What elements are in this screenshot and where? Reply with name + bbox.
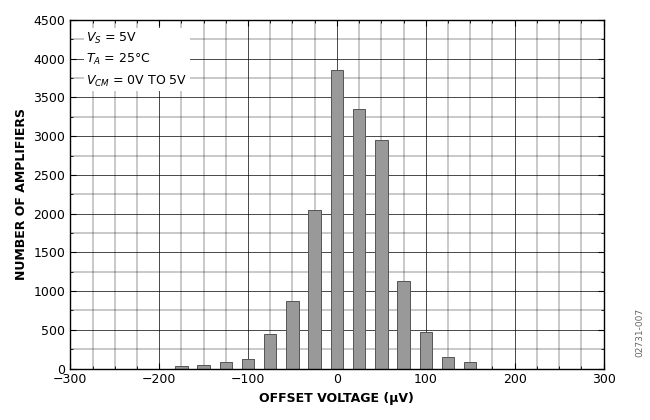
Bar xyxy=(331,71,343,369)
Bar xyxy=(242,359,254,369)
Text: 02731-007: 02731-007 xyxy=(636,308,645,357)
Bar xyxy=(375,140,387,369)
Bar xyxy=(286,301,299,369)
Text: $V_S$ = 5V
$T_A$ = 25°C
$V_{CM}$ = 0V TO 5V: $V_S$ = 5V $T_A$ = 25°C $V_{CM}$ = 0V TO… xyxy=(86,31,188,89)
Bar xyxy=(264,334,276,369)
Bar xyxy=(309,210,321,369)
Bar xyxy=(464,362,476,369)
Bar xyxy=(442,357,454,369)
Bar xyxy=(420,332,432,369)
Bar xyxy=(353,109,365,369)
Bar xyxy=(198,365,210,369)
Bar xyxy=(175,366,188,369)
Bar xyxy=(397,281,410,369)
Bar xyxy=(220,362,232,369)
X-axis label: OFFSET VOLTAGE (μV): OFFSET VOLTAGE (μV) xyxy=(259,392,414,405)
Y-axis label: NUMBER OF AMPLIFIERS: NUMBER OF AMPLIFIERS xyxy=(15,108,28,280)
